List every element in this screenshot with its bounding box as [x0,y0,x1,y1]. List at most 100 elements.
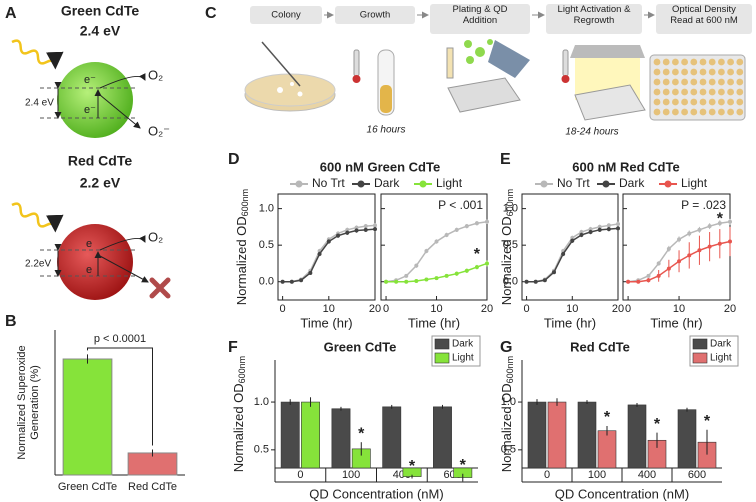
legend-swatch [434,352,450,364]
point [570,238,575,243]
x-axis-label: Time (hr) [544,315,596,330]
series-line [526,223,619,283]
point [317,251,322,256]
green-title: Green CdTe [61,3,140,19]
red-energy: 2.2 eV [80,175,121,191]
electron: e [86,238,92,250]
x-axis-label: Time (hr) [408,315,460,330]
y-axis-label: Normalized OD600nm [231,356,247,472]
energy-art [11,39,171,300]
point [454,227,459,232]
point [626,279,631,284]
point [474,265,479,270]
point [485,261,489,266]
step-label: Regrowth [574,15,615,26]
point [588,227,593,232]
point [728,239,732,244]
plot-frame [277,193,376,301]
bar [547,401,567,469]
x-tick-label: 20 [612,303,624,315]
gap-label: 2.2eV [25,259,51,270]
x-axis-label: Time (hr) [300,315,352,330]
point [533,279,538,284]
point [404,273,409,278]
y-tick-label: 1.0 [254,396,269,408]
significance: * [717,210,724,227]
x-tick-label: 600 [688,469,706,481]
point [677,237,682,242]
bar [382,406,402,469]
point [444,232,449,237]
step-label: Optical Density [672,4,736,15]
point [434,276,439,281]
point [363,227,368,232]
legend-marker [540,180,548,188]
x-tick-label: 10 [430,303,442,315]
legend-label: Light [436,176,463,190]
point [616,226,620,231]
y-axis-label-main: Normalized OD [234,216,249,305]
legend-marker [295,180,303,188]
point [656,273,661,278]
significance: * [409,458,416,475]
point [363,224,368,229]
legend-marker [357,180,365,188]
superoxide: O₂⁻ [148,123,170,138]
point [464,268,469,273]
y-axis-label: Normalized OD600nm [499,189,515,305]
annotation: P = .023 [681,198,726,212]
x-tick-label: 10 [673,303,685,315]
point [404,279,409,284]
point [606,227,611,232]
point [697,227,702,232]
legend-marker [664,180,672,188]
annotation: P < .001 [438,198,483,212]
chart-title: 600 nM Green CdTe [320,159,440,174]
y-tick-label: 1.0 [501,396,516,408]
bar [677,409,697,469]
point [597,227,602,232]
x-axis-label: Time (hr) [650,315,702,330]
point [454,271,459,276]
legend-label: No Trt [312,176,345,190]
x-tick-label: 10 [323,303,335,315]
y-axis-label-sub: 600nm [505,356,515,384]
red-title: Red CdTe [68,153,133,169]
legend-marker [419,180,427,188]
series-line [385,221,488,283]
y-axis-label-sub: 600nm [240,189,250,217]
x-tick-label: 20 [724,303,736,315]
x-tick-label: 0 [383,303,389,315]
point [289,279,294,284]
y-axis-label: Generation (%) [29,365,41,440]
y-axis-label: Normalized OD600nm [234,189,250,305]
legend-marker [602,180,610,188]
plot-frame [380,193,488,301]
electron: e [86,264,92,276]
step-label: Read at 600 nM [670,15,738,26]
panel-label: A [5,5,17,22]
point [354,225,359,230]
y-tick-label: 0.5 [259,239,274,251]
duration: 18-24 hours [565,127,618,138]
point [424,249,429,254]
y-tick-label: 0.5 [503,239,518,251]
point [384,279,389,284]
point [707,244,712,249]
y-axis-label: Normalized OD600nm [499,356,515,472]
step-label: Plating & QD [453,4,508,15]
panel-label: F [228,339,238,356]
y-axis-label-main: Normalized OD [499,383,514,472]
bar [433,406,452,469]
point [444,273,449,278]
significance: * [474,246,481,263]
step-label: Addition [463,15,497,26]
bar [627,404,647,469]
point [308,270,313,275]
y-tick-label: 0.5 [501,444,516,456]
bar [280,401,300,469]
point [616,221,620,226]
step-label: Light Activation & [558,4,632,15]
workflow-art [244,4,752,121]
